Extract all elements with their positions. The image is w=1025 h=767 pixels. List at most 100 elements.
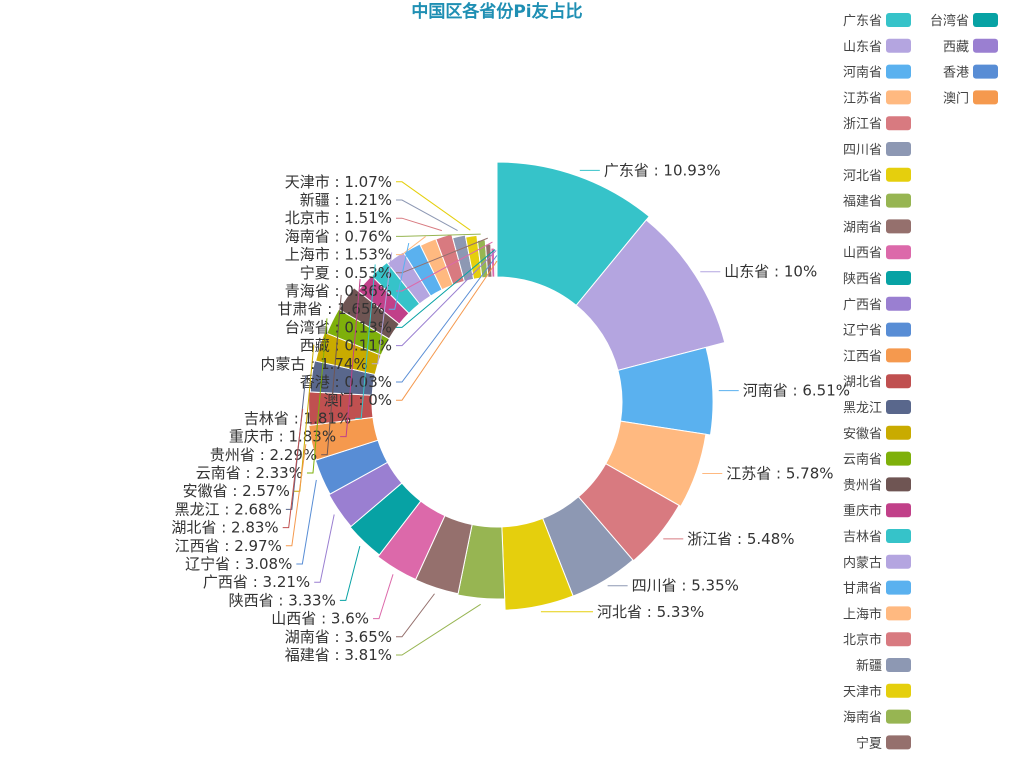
legend-item-swatch bbox=[886, 580, 911, 595]
slice-8-leader-line bbox=[396, 603, 481, 656]
legend-item-a-18[interactable]: 云南省 bbox=[843, 451, 911, 468]
slice-6-label: 四川省 : 5.35% bbox=[632, 577, 739, 595]
slice-16-label: 黑龙江 : 2.68% bbox=[175, 500, 282, 518]
legend-item-label: 吉林省 bbox=[843, 530, 882, 545]
legend-item-swatch bbox=[886, 554, 911, 569]
slice-10-leader-line bbox=[373, 574, 394, 620]
legend-item-a-17[interactable]: 安徽省 bbox=[843, 425, 911, 442]
legend-item-swatch bbox=[886, 90, 911, 105]
chart-title: 中国区各省份Pi友占比 bbox=[411, 1, 582, 22]
legend-item-label: 重庆市 bbox=[843, 503, 882, 519]
legend-item-b-4[interactable]: 澳门 bbox=[943, 90, 998, 106]
slice-34-leader-line bbox=[396, 260, 498, 401]
legend-item-label: 湖北省 bbox=[843, 375, 882, 390]
legend-item-label: 湖南省 bbox=[843, 219, 882, 235]
slice-33-label: 香港 : 0.03% bbox=[300, 373, 392, 391]
legend-item-a-28[interactable]: 海南省 bbox=[843, 709, 911, 726]
slice-31-label: 台湾省 : 0.13% bbox=[285, 318, 392, 336]
slice-30-leader-line bbox=[396, 241, 493, 292]
legend-item-swatch bbox=[886, 296, 911, 311]
slice-27-label: 天津市 : 1.07% bbox=[285, 173, 392, 191]
legend-item-a-9[interactable]: 湖南省 bbox=[843, 219, 911, 235]
legend-item-swatch bbox=[886, 709, 911, 724]
slice-25-label: 北京市 : 1.51% bbox=[285, 209, 392, 227]
legend-item-a-12[interactable]: 广西省 bbox=[843, 296, 911, 313]
slice-9-leader-line bbox=[396, 593, 435, 638]
slice-20-leader-line bbox=[340, 279, 361, 438]
legend-item-label: 山东省 bbox=[843, 40, 882, 55]
legend-item-a-14[interactable]: 江西省 bbox=[843, 348, 911, 364]
legend-item-a-7[interactable]: 河北省 bbox=[843, 167, 911, 184]
slice-18-label: 云南省 : 2.33% bbox=[196, 464, 303, 482]
legend-item-label: 内蒙古 bbox=[843, 555, 882, 571]
legend-item-b-2[interactable]: 西藏 bbox=[943, 38, 998, 55]
legend-item-b-1[interactable]: 台湾省 bbox=[930, 13, 998, 29]
legend-item-swatch bbox=[886, 400, 911, 414]
slice-2-label: 山东省 : 10% bbox=[724, 263, 817, 281]
legend-item-label: 河南省 bbox=[843, 65, 882, 81]
legend-item-label: 广西省 bbox=[843, 298, 882, 313]
slice-4-wedge bbox=[605, 420, 707, 508]
legend-item-label: 台湾省 bbox=[930, 13, 969, 29]
legend-item-a-1[interactable]: 广东省 bbox=[843, 13, 911, 29]
legend-item-a-21[interactable]: 吉林省 bbox=[843, 529, 911, 545]
slice-22-leader-line bbox=[371, 252, 393, 365]
legend-item-a-8[interactable]: 福建省 bbox=[843, 193, 911, 210]
legend-item-label: 天津市 bbox=[843, 684, 882, 700]
slice-17-label: 安徽省 : 2.57% bbox=[183, 482, 290, 500]
legend-item-label: 甘肃省 bbox=[843, 582, 882, 597]
slice-9-label: 湖南省 : 3.65% bbox=[285, 628, 392, 646]
legend-item-swatch bbox=[886, 142, 911, 156]
legend-item-a-19[interactable]: 贵州省 bbox=[843, 477, 911, 493]
legend-item-swatch bbox=[886, 606, 911, 621]
slice-1-wedge bbox=[496, 161, 650, 307]
legend-item-a-3[interactable]: 河南省 bbox=[843, 64, 911, 81]
legend-item-a-5[interactable]: 浙江省 bbox=[843, 116, 911, 132]
legend-item-label: 江西省 bbox=[843, 349, 882, 364]
legend-item-a-16[interactable]: 黑龙江 bbox=[843, 400, 911, 416]
legend-item-a-2[interactable]: 山东省 bbox=[843, 38, 911, 55]
legend-item-a-6[interactable]: 四川省 bbox=[843, 142, 911, 158]
legend-item-a-25[interactable]: 北京市 bbox=[843, 632, 911, 648]
legend-item-a-10[interactable]: 山西省 bbox=[843, 245, 911, 261]
legend-item-swatch bbox=[886, 167, 911, 182]
slice-24-leader-line bbox=[396, 236, 426, 256]
legend-item-swatch bbox=[886, 64, 911, 79]
legend-item-swatch bbox=[886, 735, 911, 750]
slice-25-leader-line bbox=[396, 217, 443, 232]
slice-21-label: 吉林省 : 1.81% bbox=[244, 409, 351, 427]
legend-item-swatch bbox=[973, 13, 998, 27]
legend-item-label: 西藏 bbox=[943, 40, 969, 55]
legend-item-swatch bbox=[886, 477, 911, 492]
slice-23-leader-line bbox=[388, 242, 410, 310]
legend-item-b-3[interactable]: 香港 bbox=[943, 64, 998, 81]
slice-30-label: 青海省 : 0.36% bbox=[285, 282, 392, 300]
slice-11-leader-line bbox=[339, 546, 361, 601]
legend-item-swatch bbox=[886, 322, 911, 337]
legend-item-a-24[interactable]: 上海市 bbox=[843, 606, 911, 622]
legend-item-a-11[interactable]: 陕西省 bbox=[843, 271, 911, 287]
legend-item-a-29[interactable]: 宁夏 bbox=[856, 735, 911, 751]
legend-item-a-13[interactable]: 辽宁省 bbox=[843, 322, 911, 339]
slice-12-leader-line bbox=[314, 514, 335, 583]
legend-item-a-15[interactable]: 湖北省 bbox=[843, 374, 911, 390]
legend-item-swatch bbox=[886, 38, 911, 53]
legend-item-a-4[interactable]: 江苏省 bbox=[843, 90, 911, 106]
legend-item-a-20[interactable]: 重庆市 bbox=[843, 503, 911, 519]
slice-23-label: 甘肃省 : 1.65% bbox=[278, 300, 385, 318]
slice-15-leader-line bbox=[282, 408, 304, 529]
slice-22-label: 内蒙古 : 1.74% bbox=[260, 355, 367, 373]
slice-11-label: 陕西省 : 3.33% bbox=[229, 591, 336, 609]
slice-26-label: 新疆 : 1.21% bbox=[300, 191, 392, 209]
legend-item-a-26[interactable]: 新疆 bbox=[856, 658, 911, 674]
slice-13-leader-line bbox=[296, 479, 317, 565]
legend-item-swatch bbox=[886, 193, 911, 208]
legend-item-a-22[interactable]: 内蒙古 bbox=[843, 554, 911, 571]
slice-19-leader-line bbox=[321, 294, 342, 456]
legend-item-a-23[interactable]: 甘肃省 bbox=[843, 580, 911, 597]
legend-item-a-27[interactable]: 天津市 bbox=[843, 683, 911, 700]
legend-item-swatch bbox=[886, 271, 911, 285]
legend-item-label: 贵州省 bbox=[843, 478, 882, 493]
slice-26-leader-line bbox=[396, 199, 458, 231]
